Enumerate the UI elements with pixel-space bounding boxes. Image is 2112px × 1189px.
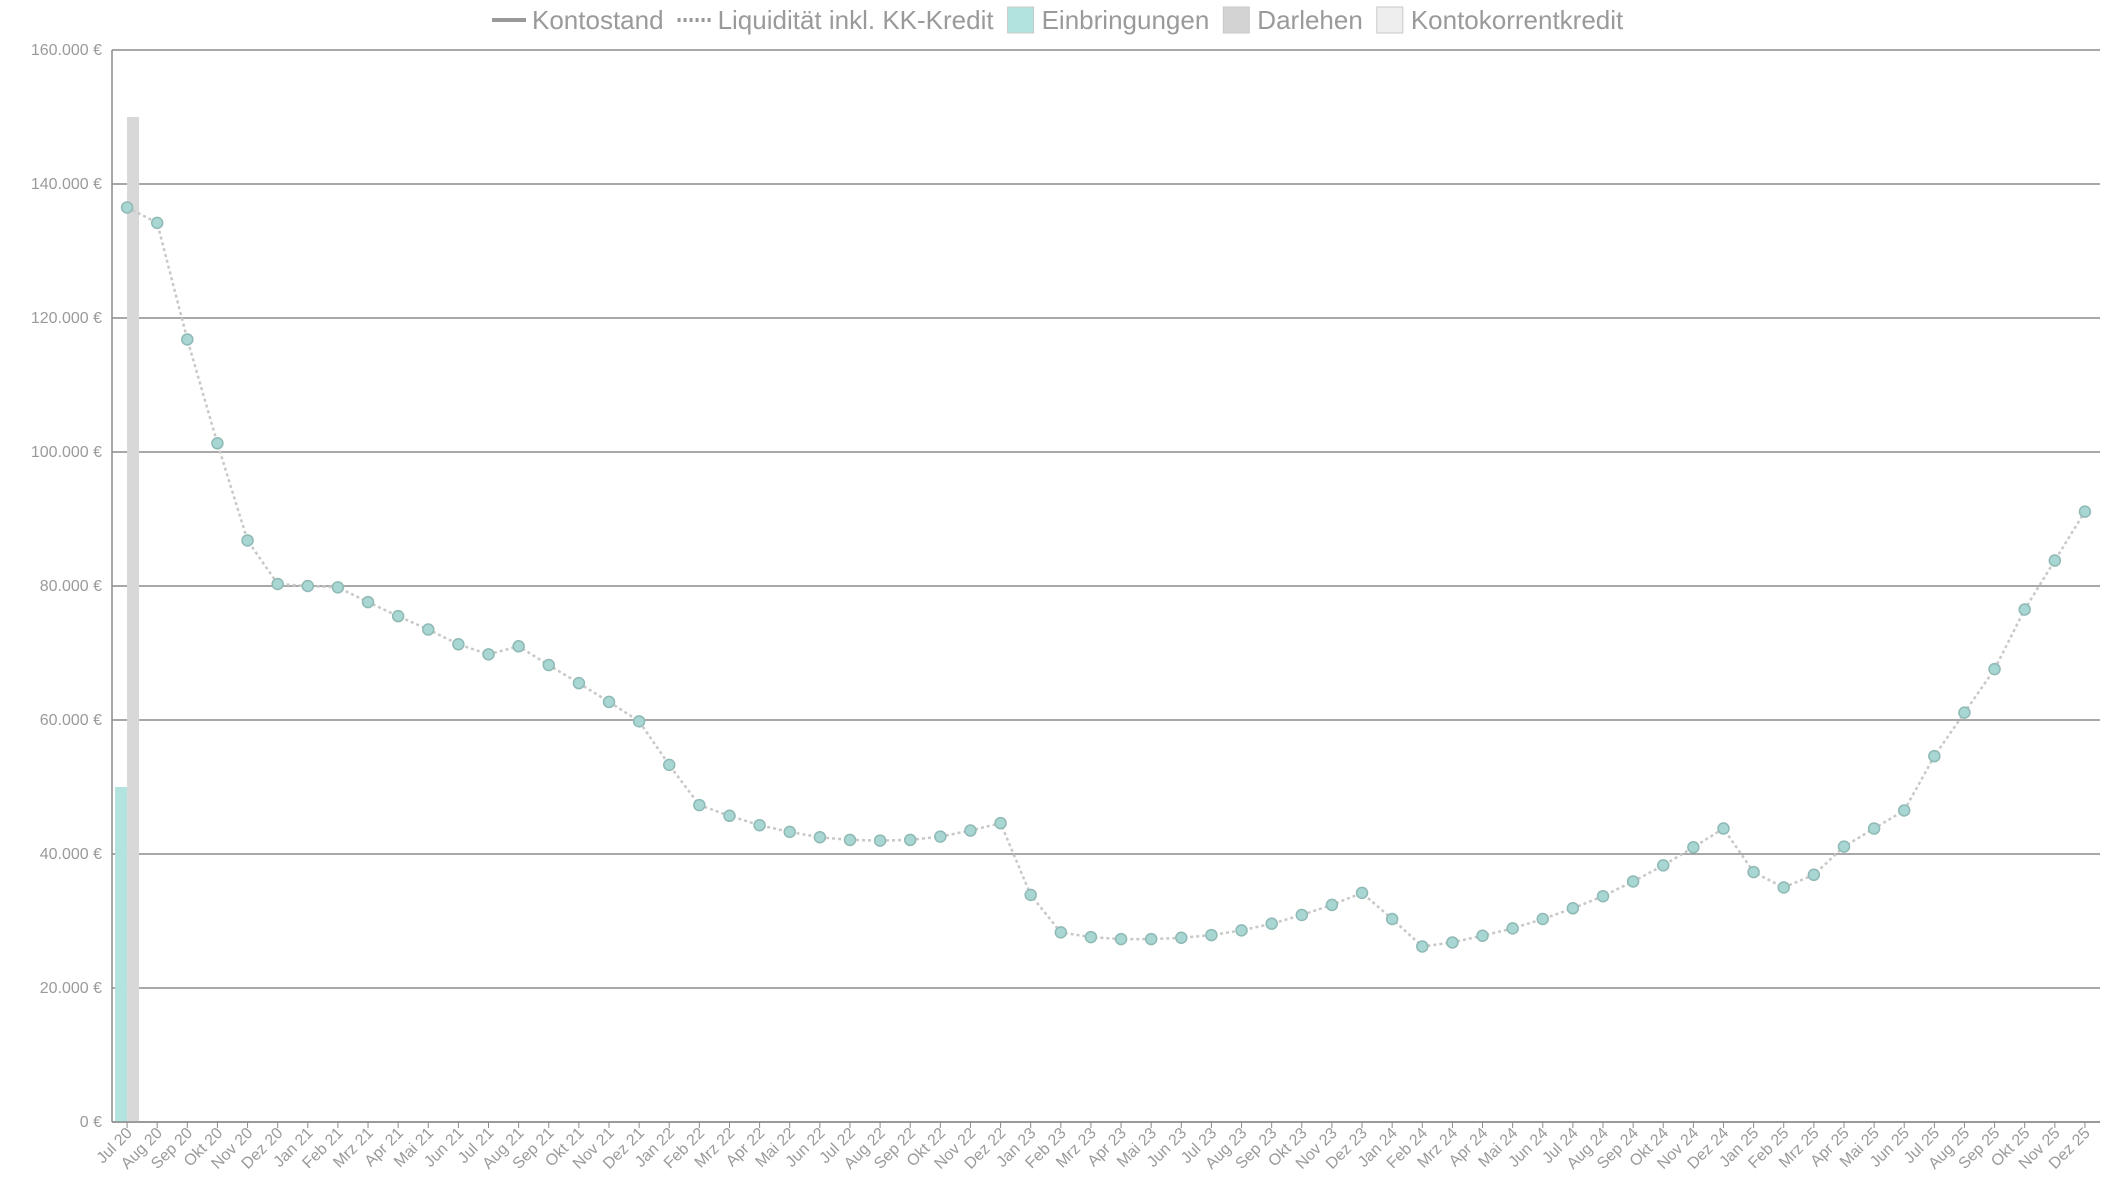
- data-point: [301, 579, 315, 593]
- data-point: [753, 818, 766, 832]
- data-point: [1054, 926, 1068, 939]
- data-point: [1717, 822, 1730, 835]
- data-point: [1476, 929, 1489, 942]
- data-point: [512, 640, 525, 653]
- data-point: [903, 833, 917, 847]
- data-point: [1385, 912, 1399, 926]
- data-point: [422, 623, 435, 636]
- legend-item: Liquidität inkl. KK-Kredit: [677, 5, 995, 35]
- data-point: [1566, 902, 1580, 915]
- data-point: [1325, 898, 1339, 912]
- legend-item: Einbringungen: [1007, 5, 1210, 35]
- legend-item: Darlehen: [1222, 5, 1363, 35]
- data-point: [1205, 928, 1218, 942]
- data-point: [1265, 917, 1278, 930]
- data-point: [994, 816, 1007, 830]
- data-point: [1144, 932, 1158, 946]
- data-point: [1416, 940, 1429, 953]
- data-point: [271, 577, 284, 591]
- data-point: [693, 798, 706, 812]
- x-axis: [111, 50, 2100, 1123]
- legend-label: Einbringungen: [1042, 5, 1210, 35]
- data-point: [1777, 881, 1790, 894]
- data-point: [1446, 936, 1459, 949]
- legend-label: Liquidität inkl. KK-Kredit: [718, 5, 995, 35]
- line-markers: [120, 201, 2092, 953]
- y-tick-label: 160.000 €: [31, 42, 102, 59]
- bar-einbringungen: [115, 787, 128, 1122]
- y-gridlines: [112, 49, 2100, 1123]
- data-point: [542, 658, 556, 672]
- data-point: [1656, 859, 1670, 872]
- data-point: [2018, 603, 2031, 616]
- y-tick-label: 80.000 €: [40, 578, 102, 595]
- data-point: [1114, 932, 1128, 946]
- data-point: [241, 534, 254, 547]
- data-point: [843, 833, 857, 847]
- legend-swatch: [1007, 6, 1035, 34]
- data-point: [1536, 912, 1550, 926]
- data-point: [723, 809, 736, 823]
- data-point: [1837, 840, 1851, 853]
- legend-item: Kontostand: [492, 5, 664, 35]
- data-point: [2078, 505, 2092, 518]
- data-point: [1506, 922, 1519, 935]
- data-point: [1596, 889, 1610, 903]
- data-point: [120, 201, 134, 214]
- data-point: [181, 333, 194, 346]
- data-point: [482, 648, 495, 661]
- y-tick-label: 60.000 €: [40, 712, 102, 729]
- legend-swatch: [1376, 6, 1404, 34]
- data-point: [813, 831, 827, 844]
- data-point: [2048, 554, 2062, 567]
- data-point: [602, 695, 616, 709]
- data-point: [1024, 888, 1037, 902]
- y-tick-label: 100.000 €: [31, 444, 102, 461]
- legend-item: Kontokorrentkredit: [1376, 5, 1624, 35]
- chart-legend: Kontostand Liquidität inkl. KK-Kredit Einb…: [492, 5, 1624, 35]
- data-point: [1626, 875, 1640, 888]
- data-point: [1897, 804, 1911, 817]
- data-point: [361, 595, 375, 609]
- data-point: [964, 824, 977, 837]
- data-point: [1958, 706, 1971, 719]
- data-point: [150, 216, 164, 230]
- data-point: [934, 830, 947, 843]
- data-point: [1687, 841, 1700, 854]
- legend-swatch: [1222, 6, 1250, 34]
- data-point: [572, 676, 586, 690]
- data-point: [632, 715, 646, 728]
- data-point: [211, 437, 224, 450]
- y-tick-label: 120.000 €: [31, 310, 102, 327]
- y-tick-label: 40.000 €: [40, 846, 102, 863]
- data-point: [1355, 886, 1369, 900]
- y-axis-tick-labels: 0 € 20.000 € 40.000 € 60.000 € 80.000 € 100.0…: [31, 42, 102, 1131]
- data-point: [1807, 868, 1821, 882]
- y-tick-label: 140.000 €: [31, 176, 102, 193]
- legend-label: Darlehen: [1257, 5, 1363, 35]
- y-tick-label: 20.000 €: [40, 980, 102, 997]
- data-point: [662, 758, 676, 772]
- bar-series: [115, 117, 140, 1122]
- data-point: [1928, 749, 1941, 763]
- data-point: [1867, 822, 1881, 835]
- data-point: [1084, 930, 1098, 944]
- legend-label: Kontostand: [532, 5, 664, 35]
- data-point: [452, 638, 465, 651]
- data-point: [783, 825, 796, 839]
- data-point: [1235, 924, 1248, 937]
- data-point: [1988, 662, 2001, 676]
- data-point: [1295, 908, 1309, 922]
- data-point: [391, 609, 405, 623]
- data-point: [1175, 931, 1188, 944]
- legend-label: Kontokorrentkredit: [1411, 5, 1624, 35]
- data-point: [873, 834, 887, 847]
- data-point: [331, 581, 345, 594]
- data-point: [1747, 865, 1760, 879]
- y-tick-label: 0 €: [80, 1114, 102, 1131]
- bar-darlehen: [127, 117, 140, 1122]
